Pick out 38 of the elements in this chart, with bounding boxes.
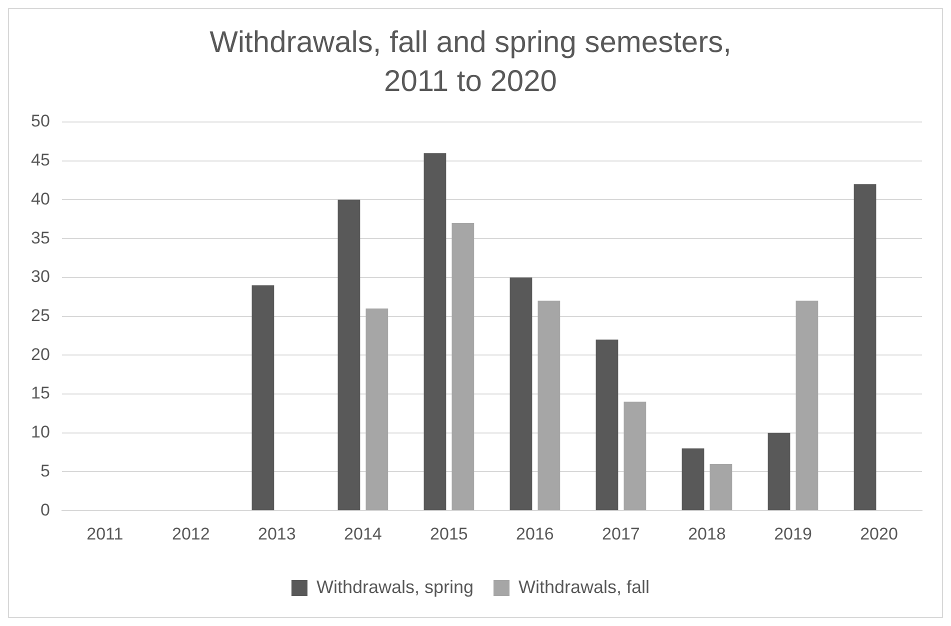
- bar: [682, 448, 704, 510]
- legend-label: Withdrawals, spring: [316, 576, 474, 597]
- bar: [452, 223, 474, 510]
- x-tick-label: 2013: [258, 524, 296, 544]
- bar: [624, 402, 646, 510]
- x-tick-label: 2011: [86, 524, 124, 544]
- y-tick-label: 50: [30, 112, 50, 131]
- bar: [854, 184, 876, 510]
- y-tick-label: 45: [30, 150, 50, 170]
- bar: [538, 300, 560, 510]
- x-tick-label: 2014: [344, 524, 382, 544]
- bar: [510, 277, 532, 510]
- bar: [710, 464, 732, 510]
- x-tick-label: 2018: [688, 524, 726, 544]
- bar: [796, 300, 818, 510]
- x-tick-label: 2019: [774, 524, 812, 544]
- bar: [338, 200, 360, 510]
- y-tick-label: 5: [40, 461, 50, 480]
- bar: [424, 153, 446, 510]
- bar: [366, 308, 388, 510]
- y-tick-label: 40: [30, 189, 50, 208]
- x-tick-label: 2015: [430, 524, 468, 544]
- x-tick-label: 2020: [860, 524, 898, 544]
- x-tick-label: 2012: [172, 524, 210, 544]
- bar: [768, 432, 790, 510]
- y-tick-label: 25: [30, 306, 50, 325]
- chart-title: Withdrawals, fall and spring semesters, 2011 to 2020: [210, 26, 732, 98]
- y-tick-label: 20: [30, 344, 50, 364]
- y-tick-label: 0: [40, 500, 50, 520]
- y-tick-label: 35: [30, 228, 50, 248]
- y-tick-label: 10: [30, 422, 50, 442]
- bar: [596, 340, 618, 510]
- x-tick-label: 2016: [516, 524, 554, 544]
- bar: [252, 285, 274, 510]
- y-tick-label: 15: [30, 384, 50, 403]
- legend-label: Withdrawals, fall: [518, 576, 650, 597]
- x-tick-label: 2017: [602, 524, 640, 544]
- y-tick-label: 30: [30, 267, 50, 286]
